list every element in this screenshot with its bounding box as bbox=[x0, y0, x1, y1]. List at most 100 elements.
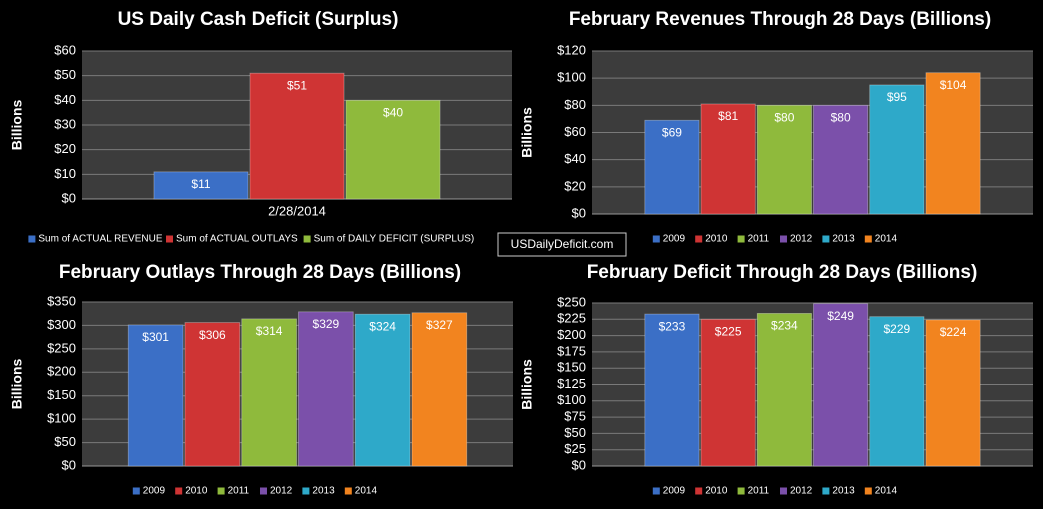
y-tick-label: $100 bbox=[557, 392, 586, 407]
data-label: $306 bbox=[199, 328, 226, 342]
legend-label: 2011 bbox=[748, 234, 770, 245]
chart-title: February Deficit Through 28 Days (Billio… bbox=[587, 262, 978, 283]
legend-swatch bbox=[864, 235, 872, 243]
legend-swatch bbox=[132, 487, 140, 495]
y-axis-label: Billions bbox=[9, 359, 25, 410]
y-tick-label: $0 bbox=[572, 457, 586, 472]
y-tick-label: $150 bbox=[47, 387, 76, 402]
data-label: $80 bbox=[831, 111, 851, 125]
y-tick-label: $10 bbox=[54, 166, 76, 181]
legend-swatch bbox=[822, 235, 830, 243]
bar bbox=[925, 319, 981, 467]
legend-label: Sum of DAILY DEFICIT (SURPLUS) bbox=[314, 234, 475, 245]
y-tick-label: $75 bbox=[564, 409, 586, 424]
y-tick-label: $20 bbox=[564, 178, 586, 193]
y-tick-label: $60 bbox=[564, 124, 586, 139]
legend-label: 2014 bbox=[355, 486, 378, 497]
legend-label: 2012 bbox=[790, 234, 813, 245]
legend-label: 2009 bbox=[143, 486, 166, 497]
y-tick-label: $100 bbox=[47, 411, 76, 426]
legend-label: Sum of ACTUAL REVENUE bbox=[38, 234, 162, 245]
data-label: $224 bbox=[940, 325, 967, 339]
legend-label: 2009 bbox=[663, 234, 686, 245]
legend-swatch bbox=[260, 487, 267, 495]
legend-label: 2011 bbox=[748, 486, 770, 497]
data-label: $249 bbox=[827, 309, 854, 323]
legend-label: 2011 bbox=[228, 486, 250, 497]
legend-swatch bbox=[28, 235, 36, 243]
y-tick-label: $20 bbox=[54, 141, 76, 156]
legend-label: 2012 bbox=[270, 486, 293, 497]
bar bbox=[756, 313, 812, 467]
bar bbox=[411, 312, 468, 467]
bar bbox=[813, 104, 869, 215]
bar bbox=[241, 318, 297, 467]
y-tick-label: $25 bbox=[564, 441, 586, 456]
bar bbox=[644, 119, 700, 215]
y-tick-label: $0 bbox=[62, 457, 76, 472]
data-label: $229 bbox=[883, 322, 910, 336]
data-label: $301 bbox=[142, 330, 169, 344]
data-label: $69 bbox=[662, 125, 682, 139]
legend-label: 2013 bbox=[832, 486, 855, 497]
data-label: $11 bbox=[191, 177, 210, 191]
legend-label: 2014 bbox=[875, 486, 898, 497]
x-tick-label: 2/28/2014 bbox=[268, 203, 326, 218]
legend-label: 2014 bbox=[875, 234, 898, 245]
legend-swatch bbox=[737, 487, 745, 495]
chart-title: February Revenues Through 28 Days (Billi… bbox=[569, 9, 991, 30]
y-tick-label: $80 bbox=[564, 97, 586, 112]
chart-title: US Daily Cash Deficit (Surplus) bbox=[118, 9, 399, 30]
legend-swatch bbox=[217, 487, 225, 495]
legend-swatch bbox=[302, 487, 310, 495]
bar bbox=[869, 84, 925, 215]
y-tick-label: $40 bbox=[54, 92, 76, 107]
legend-swatch bbox=[166, 235, 173, 243]
y-tick-label: $0 bbox=[572, 205, 586, 220]
bar bbox=[756, 104, 812, 215]
bar bbox=[700, 318, 756, 467]
legend-swatch bbox=[652, 235, 660, 243]
legend-label: 2010 bbox=[705, 486, 728, 497]
data-label: $327 bbox=[426, 318, 453, 332]
y-tick-label: $150 bbox=[557, 360, 586, 375]
legend-label: 2013 bbox=[832, 234, 855, 245]
y-tick-label: $300 bbox=[47, 317, 76, 332]
data-label: $234 bbox=[771, 319, 798, 333]
data-label: $80 bbox=[774, 111, 794, 125]
legend-swatch bbox=[780, 235, 787, 243]
y-tick-label: $350 bbox=[47, 293, 76, 308]
data-label: $81 bbox=[718, 109, 738, 123]
watermark-box bbox=[497, 232, 627, 257]
legend-label: 2010 bbox=[705, 234, 728, 245]
y-tick-label: $250 bbox=[47, 340, 76, 355]
y-tick-label: $50 bbox=[54, 67, 76, 82]
bar bbox=[354, 313, 411, 467]
legend-swatch bbox=[175, 487, 183, 495]
legend-swatch bbox=[695, 487, 703, 495]
y-tick-label: $200 bbox=[47, 364, 76, 379]
data-label: $314 bbox=[256, 324, 283, 338]
y-axis-label: Billions bbox=[9, 100, 25, 151]
legend-swatch bbox=[822, 487, 830, 495]
y-tick-label: $40 bbox=[564, 151, 586, 166]
legend-swatch bbox=[344, 487, 352, 495]
y-tick-label: $30 bbox=[54, 116, 76, 131]
bar bbox=[153, 171, 249, 200]
y-tick-label: $0 bbox=[62, 190, 76, 205]
bar bbox=[869, 316, 925, 467]
data-label: $95 bbox=[887, 90, 907, 104]
y-tick-label: $250 bbox=[557, 294, 586, 309]
bar bbox=[813, 303, 869, 467]
data-label: $324 bbox=[369, 319, 396, 333]
data-label: $225 bbox=[715, 324, 742, 338]
legend-swatch bbox=[695, 235, 703, 243]
legend-swatch bbox=[864, 487, 872, 495]
data-label: $104 bbox=[940, 78, 967, 92]
bar bbox=[127, 324, 184, 467]
y-tick-label: $100 bbox=[557, 70, 586, 85]
y-tick-label: $60 bbox=[54, 42, 76, 57]
legend-label: 2013 bbox=[312, 486, 335, 497]
bar bbox=[249, 72, 345, 200]
